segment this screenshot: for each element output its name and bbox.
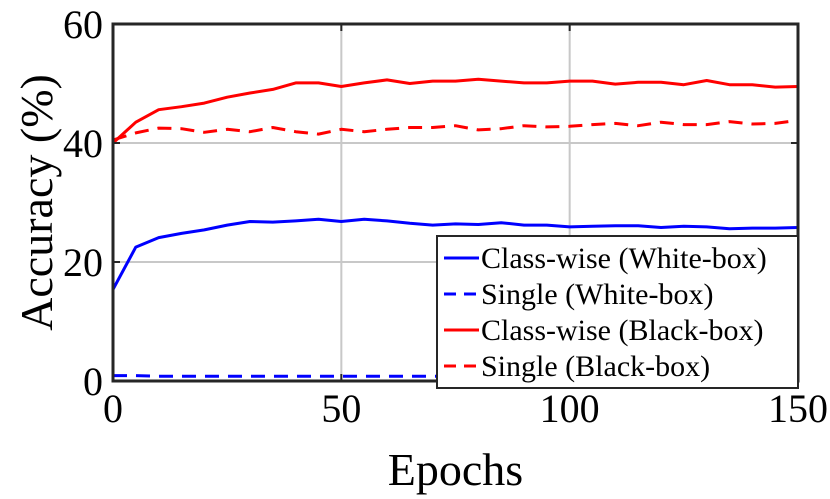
x-tick-label: 0 xyxy=(103,386,123,431)
y-tick-label: 60 xyxy=(63,2,103,47)
legend-label-single-black-box: Single (Black-box) xyxy=(481,350,710,383)
y-tick-label: 0 xyxy=(83,359,103,404)
legend-label-class-wise-white-box: Class-wise (White-box) xyxy=(481,242,767,275)
plot-series xyxy=(111,77,799,378)
y-tick-label: 40 xyxy=(63,121,103,166)
legend: Class-wise (White-box)Single (White-box)… xyxy=(436,235,799,389)
x-tick-label: 50 xyxy=(321,386,361,431)
series-line-single-black-box xyxy=(112,118,799,142)
legend-box xyxy=(436,235,799,389)
series-line-class-wise-black-box xyxy=(111,77,799,145)
x-tick-label: 150 xyxy=(768,386,828,431)
axis-ticks: 0 50 100 150 0 20 40 60 xyxy=(63,2,828,431)
y-axis-title: Accuracy (%) xyxy=(11,74,62,331)
x-tick-label: 100 xyxy=(540,386,600,431)
x-axis-title: Epochs xyxy=(388,444,523,495)
legend-label-single-white-box: Single (White-box) xyxy=(481,278,713,311)
y-tick-label: 20 xyxy=(63,240,103,285)
series-line-class-wise-white-box xyxy=(111,217,799,291)
legend-label-class-wise-black-box: Class-wise (Black-box) xyxy=(481,314,763,347)
